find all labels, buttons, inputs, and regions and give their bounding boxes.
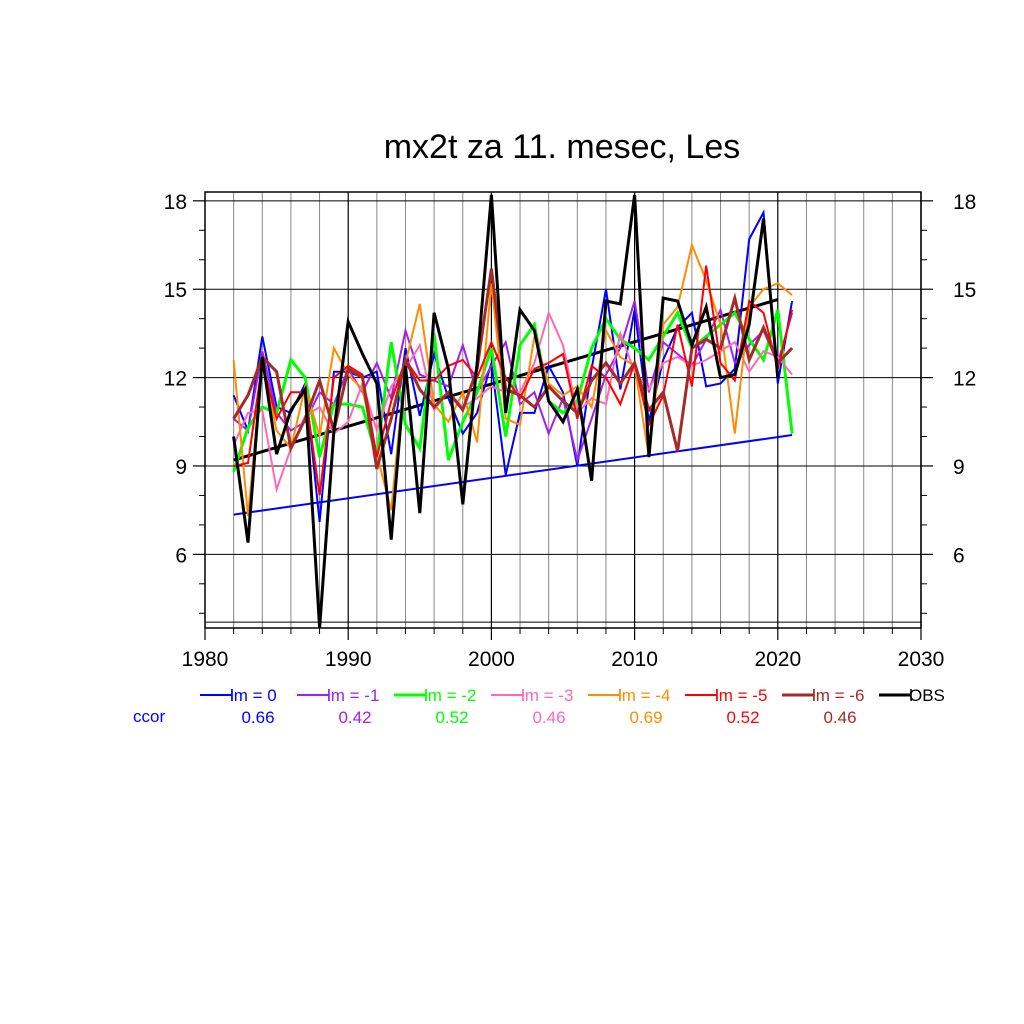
series-lm4-line (232, 241, 793, 517)
y-tick-label-right: 9 (953, 456, 965, 479)
series-obs-line (232, 194, 780, 629)
y-tick-label-left: 15 (164, 279, 187, 302)
series-lm0-line (232, 209, 794, 523)
legend-label-obs: OBS (909, 686, 945, 705)
y-tick-label-right: 6 (953, 544, 965, 567)
x-tick-label: 1990 (325, 648, 372, 671)
ccor-value-lm3: 0.46 (532, 708, 565, 727)
legend: ccor lm = 0 0.66 lm = -1 0.42 lm = -2 0.52 lm =… (133, 686, 945, 727)
y-tick-label-right: 12 (953, 368, 976, 391)
ccor-label: ccor (133, 707, 165, 726)
ccor-value-lm1: 0.42 (338, 708, 371, 727)
x-tick-label: 1980 (182, 648, 229, 671)
x-tick-label: 2030 (898, 648, 945, 671)
y-tick-label-right: 18 (953, 191, 976, 214)
plot-frame (204, 191, 922, 629)
legend-label-lm6: lm = -6 (812, 686, 864, 705)
y-tick-label-left: 12 (164, 368, 187, 391)
ccor-value-lm5: 0.52 (726, 708, 759, 727)
ccor-value-lm2: 0.52 (435, 708, 468, 727)
y-tick-label-left: 6 (175, 544, 187, 567)
legend-label-lm2: lm = -2 (424, 686, 476, 705)
chart-title: mx2t za 11. mesec, Les (384, 128, 741, 166)
ccor-value-lm4: 0.69 (629, 708, 662, 727)
x-tick-label: 2000 (468, 648, 515, 671)
ccor-value-lm6: 0.46 (823, 708, 856, 727)
ccor-value-lm0: 0.66 (241, 708, 274, 727)
series-lm5-line (233, 265, 794, 496)
trend-lm0-line (233, 434, 793, 516)
y-tick-label-left: 18 (164, 191, 187, 214)
legend-label-lm4: lm = -4 (618, 686, 670, 705)
y-tick-label-left: 9 (175, 456, 187, 479)
legend-label-lm5: lm = -5 (715, 686, 767, 705)
axis-ticks: 1980 1990 2000 2010 2020 2030 6 6 9 9 12 12 15 15 18 18 (164, 191, 977, 671)
series-lines (232, 194, 794, 629)
series-lm6-line (232, 268, 794, 470)
y-tick-label-right: 15 (953, 279, 976, 302)
legend-label-lm1: lm = -1 (327, 686, 379, 705)
legend-label-lm0: lm = 0 (230, 686, 277, 705)
x-tick-label: 2020 (754, 648, 801, 671)
legend-label-lm3: lm = -3 (521, 686, 573, 705)
x-tick-label: 2010 (611, 648, 658, 671)
